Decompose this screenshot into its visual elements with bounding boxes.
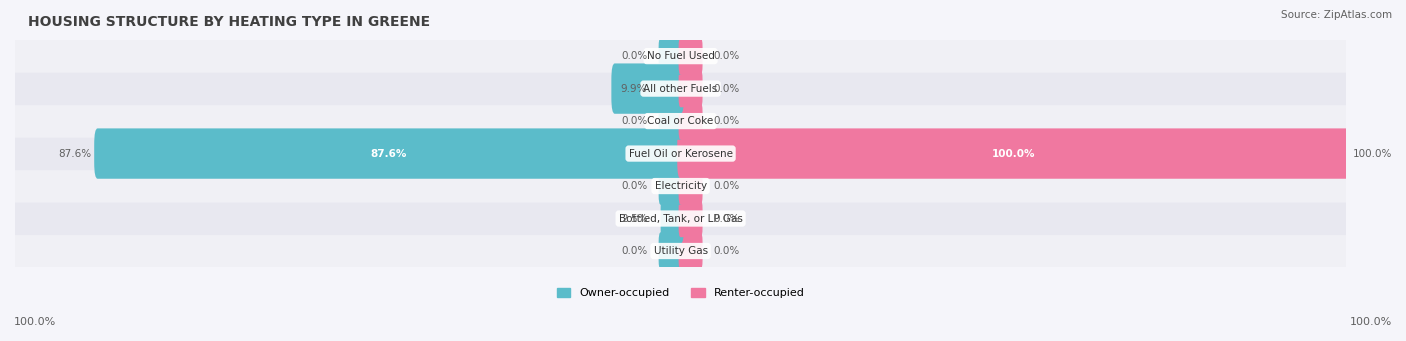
Text: 100.0%: 100.0%	[991, 149, 1035, 159]
Text: Utility Gas: Utility Gas	[654, 246, 707, 256]
FancyBboxPatch shape	[15, 169, 1346, 203]
Text: 0.0%: 0.0%	[621, 181, 647, 191]
Text: 0.0%: 0.0%	[621, 116, 647, 126]
Text: 100.0%: 100.0%	[1350, 317, 1392, 327]
Text: 2.5%: 2.5%	[621, 213, 647, 223]
Text: 100.0%: 100.0%	[14, 317, 56, 327]
Text: 0.0%: 0.0%	[621, 246, 647, 256]
Text: Bottled, Tank, or LP Gas: Bottled, Tank, or LP Gas	[619, 213, 742, 223]
Text: HOUSING STRUCTURE BY HEATING TYPE IN GREENE: HOUSING STRUCTURE BY HEATING TYPE IN GRE…	[28, 15, 430, 29]
FancyBboxPatch shape	[679, 70, 703, 107]
Text: 9.9%: 9.9%	[621, 84, 647, 94]
FancyBboxPatch shape	[15, 72, 1346, 105]
Text: Electricity: Electricity	[655, 181, 707, 191]
Text: 0.0%: 0.0%	[714, 51, 740, 61]
FancyBboxPatch shape	[658, 167, 682, 205]
FancyBboxPatch shape	[679, 232, 703, 270]
FancyBboxPatch shape	[94, 129, 683, 179]
FancyBboxPatch shape	[15, 137, 1346, 170]
FancyBboxPatch shape	[15, 40, 1346, 73]
FancyBboxPatch shape	[658, 38, 682, 75]
Text: 0.0%: 0.0%	[621, 51, 647, 61]
Text: 0.0%: 0.0%	[714, 181, 740, 191]
FancyBboxPatch shape	[678, 129, 1350, 179]
Legend: Owner-occupied, Renter-occupied: Owner-occupied, Renter-occupied	[553, 284, 808, 302]
FancyBboxPatch shape	[15, 105, 1346, 138]
FancyBboxPatch shape	[679, 200, 703, 237]
FancyBboxPatch shape	[15, 235, 1346, 268]
FancyBboxPatch shape	[679, 38, 703, 75]
Text: 87.6%: 87.6%	[371, 149, 408, 159]
FancyBboxPatch shape	[15, 202, 1346, 235]
FancyBboxPatch shape	[679, 102, 703, 140]
Text: 87.6%: 87.6%	[58, 149, 91, 159]
Text: All other Fuels: All other Fuels	[644, 84, 717, 94]
FancyBboxPatch shape	[658, 102, 682, 140]
Text: 0.0%: 0.0%	[714, 116, 740, 126]
FancyBboxPatch shape	[661, 193, 683, 244]
FancyBboxPatch shape	[612, 63, 683, 114]
Text: Source: ZipAtlas.com: Source: ZipAtlas.com	[1281, 10, 1392, 20]
Text: Coal or Coke: Coal or Coke	[648, 116, 714, 126]
Text: 0.0%: 0.0%	[714, 246, 740, 256]
FancyBboxPatch shape	[679, 167, 703, 205]
Text: No Fuel Used: No Fuel Used	[647, 51, 714, 61]
FancyBboxPatch shape	[658, 232, 682, 270]
Text: 100.0%: 100.0%	[1353, 149, 1392, 159]
Text: Fuel Oil or Kerosene: Fuel Oil or Kerosene	[628, 149, 733, 159]
Text: 0.0%: 0.0%	[714, 213, 740, 223]
Text: 0.0%: 0.0%	[714, 84, 740, 94]
